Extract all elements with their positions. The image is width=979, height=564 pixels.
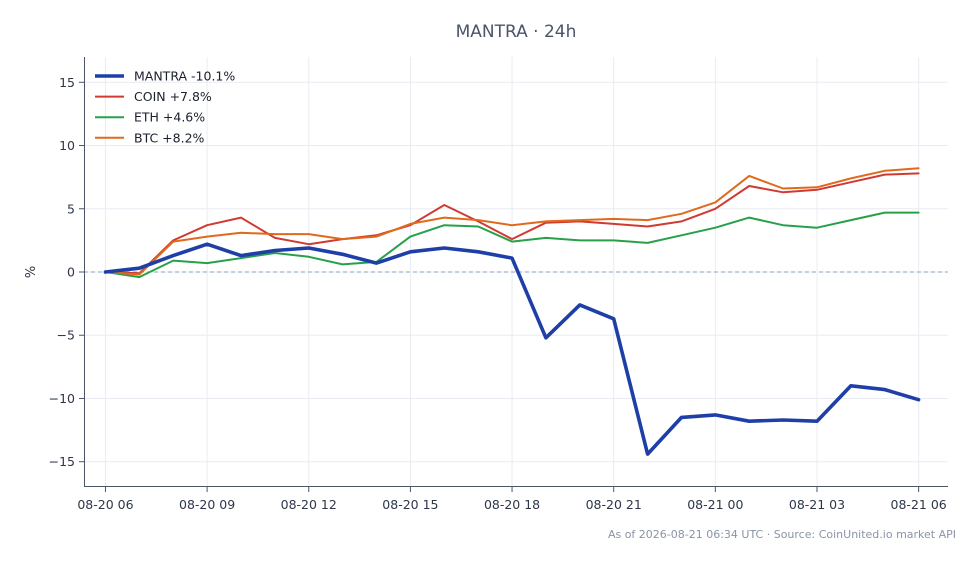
- x-tick-label: 08-20 21: [586, 497, 642, 512]
- x-tick-label: 08-21 03: [789, 497, 845, 512]
- y-tick-label: −15: [49, 454, 75, 469]
- x-tick-label: 08-20 06: [77, 497, 133, 512]
- x-tick-label: 08-20 18: [484, 497, 540, 512]
- x-tick-label: 08-21 00: [687, 497, 743, 512]
- source-note: As of 2026-08-21 06:34 UTC · Source: Coi…: [608, 528, 956, 541]
- x-tick-label: 08-20 15: [382, 497, 438, 512]
- y-tick-label: −5: [57, 328, 75, 343]
- y-axis-label: %: [24, 266, 39, 278]
- x-ticks: 08-20 06 08-20 09 08-20 12 08-20 15 08-20 18…: [77, 487, 947, 512]
- y-tick-label: −10: [49, 391, 75, 406]
- legend-label: MANTRA -10.1%: [134, 69, 235, 84]
- legend: MANTRA -10.1% COIN +7.8% ETH +4.6% BTC +8.2…: [95, 69, 235, 145]
- y-tick-label: 0: [67, 265, 75, 280]
- legend-label: BTC +8.2%: [134, 130, 205, 145]
- y-tick-label: 5: [67, 201, 75, 216]
- x-tick-label: 08-20 12: [281, 497, 337, 512]
- y-ticks: −15 −10 −5 0 5 10 15: [49, 75, 84, 469]
- y-tick-label: 15: [59, 75, 75, 90]
- series: [103, 167, 921, 456]
- series-line-coin: [104, 172, 920, 275]
- legend-label: ETH +4.6%: [134, 110, 205, 125]
- y-tick-label: 10: [59, 138, 75, 153]
- series-line-eth: [104, 211, 920, 279]
- axes: [84, 57, 948, 487]
- x-tick-label: 08-20 09: [179, 497, 235, 512]
- chart-title: MANTRA · 24h: [456, 22, 577, 42]
- legend-label: COIN +7.8%: [134, 89, 212, 104]
- series-line-btc: [104, 167, 920, 276]
- x-tick-label: 08-21 06: [891, 497, 947, 512]
- series-line-mantra: [103, 242, 921, 456]
